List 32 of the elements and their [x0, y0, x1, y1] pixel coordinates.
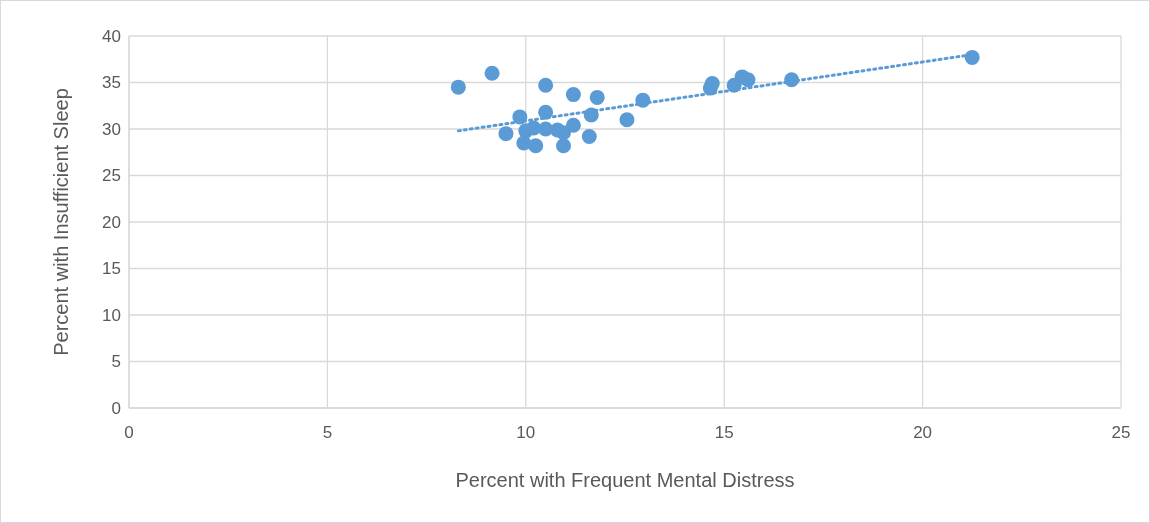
point [484, 65, 500, 81]
y-tick-label: 35 [102, 73, 121, 93]
x-axis-title: Percent with Frequent Mental Distress [455, 469, 795, 491]
x-tick-label: 0 [124, 423, 134, 442]
x-tick-label: 15 [714, 423, 734, 442]
point [589, 89, 605, 105]
y-tick-label: 10 [102, 305, 121, 325]
point [581, 128, 597, 144]
y-tick-label: 25 [102, 166, 121, 186]
y-tick-label: 20 [102, 212, 121, 232]
point [556, 125, 571, 141]
point [704, 75, 720, 91]
point [619, 112, 635, 128]
y-axis-title: Percent with Insufficient Sleep [50, 88, 72, 356]
point [556, 138, 571, 154]
point [538, 77, 554, 93]
y-tick-label: 15 [102, 259, 121, 279]
y-tick-label: 5 [111, 352, 121, 372]
x-tick-label: 5 [322, 423, 333, 442]
x-tick-label: 25 [1111, 423, 1131, 442]
x-tick-label: 20 [913, 423, 933, 442]
y-tick-label: 0 [111, 398, 121, 418]
point [518, 123, 534, 139]
point [450, 79, 466, 95]
y-tick-label: 30 [102, 119, 121, 139]
x-tick-label: 10 [516, 423, 536, 442]
point [565, 87, 581, 103]
point [740, 72, 756, 88]
y-tick-label: 40 [102, 26, 121, 46]
point [528, 138, 544, 154]
point [565, 117, 581, 133]
point [498, 126, 514, 142]
